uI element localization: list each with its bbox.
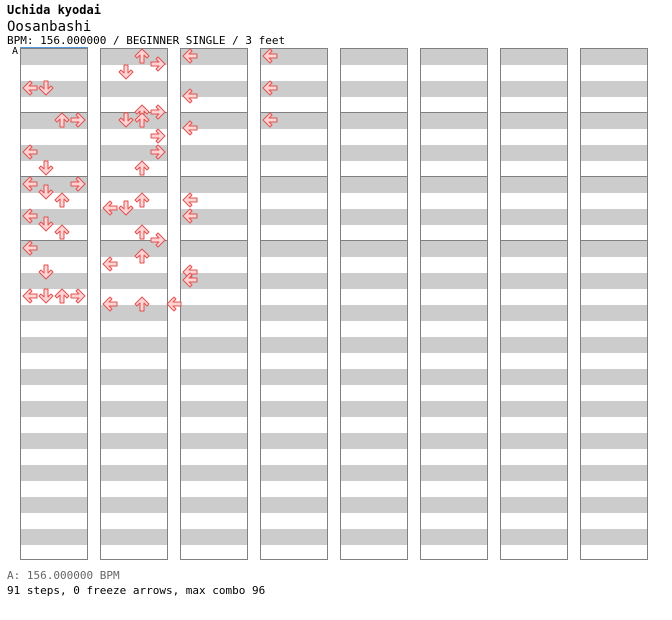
measure-line bbox=[341, 176, 407, 177]
step-arrow-up-icon bbox=[54, 288, 70, 304]
step-arrow-left-icon bbox=[22, 80, 38, 96]
measure-line bbox=[501, 176, 567, 177]
measure-line bbox=[21, 112, 87, 113]
chart-column bbox=[500, 48, 568, 560]
chart-column bbox=[260, 48, 328, 560]
step-arrow-left-icon bbox=[262, 80, 278, 96]
step-arrow-right-icon bbox=[70, 112, 86, 128]
step-arrow-undefined-icon bbox=[166, 296, 182, 312]
step-arrow-down-icon bbox=[118, 200, 134, 216]
bpm-legend: A: 156.000000 BPM bbox=[7, 569, 120, 582]
step-arrow-down-icon bbox=[38, 264, 54, 280]
step-arrow-left-icon bbox=[22, 176, 38, 192]
step-arrow-left-icon bbox=[22, 144, 38, 160]
step-arrow-right-icon bbox=[70, 288, 86, 304]
measure-line bbox=[181, 176, 247, 177]
measure-line bbox=[501, 240, 567, 241]
measure-line bbox=[581, 176, 647, 177]
measure-line bbox=[261, 176, 327, 177]
song-title: Oosanbashi bbox=[7, 19, 92, 35]
step-arrow-left-icon bbox=[182, 192, 198, 208]
measure-line bbox=[21, 176, 87, 177]
step-arrow-right-icon bbox=[150, 128, 166, 144]
measure-line bbox=[341, 112, 407, 113]
step-arrow-up-icon bbox=[134, 192, 150, 208]
step-arrow-left-icon bbox=[182, 208, 198, 224]
step-arrow-right-icon bbox=[150, 144, 166, 160]
step-arrow-up-icon bbox=[134, 296, 150, 312]
measure-line bbox=[181, 112, 247, 113]
step-arrow-right-icon bbox=[150, 104, 166, 120]
step-arrow-down-icon bbox=[38, 160, 54, 176]
step-arrow-up-icon bbox=[134, 112, 150, 128]
step-arrow-left-icon bbox=[22, 240, 38, 256]
chart-column bbox=[340, 48, 408, 560]
measure-line bbox=[101, 112, 167, 113]
step-arrow-left-icon bbox=[182, 272, 198, 288]
step-arrow-up-icon bbox=[54, 224, 70, 240]
chart-info: BPM: 156.000000 / BEGINNER SINGLE / 3 fe… bbox=[7, 34, 286, 47]
step-arrow-up-icon bbox=[134, 224, 150, 240]
measure-line bbox=[581, 240, 647, 241]
step-arrow-up-icon bbox=[134, 160, 150, 176]
step-arrow-down-icon bbox=[38, 184, 54, 200]
step-arrow-left-icon bbox=[22, 288, 38, 304]
chart-column bbox=[420, 48, 488, 560]
step-arrow-left-icon bbox=[102, 296, 118, 312]
measure-line bbox=[421, 240, 487, 241]
step-arrow-up-icon bbox=[134, 248, 150, 264]
step-arrow-left-icon bbox=[102, 200, 118, 216]
step-arrow-down-icon bbox=[38, 216, 54, 232]
measure-line bbox=[261, 112, 327, 113]
bpm-marker-label: A bbox=[12, 46, 19, 57]
step-arrow-right-icon bbox=[150, 56, 166, 72]
step-arrow-left-icon bbox=[182, 88, 198, 104]
step-arrow-down-icon bbox=[38, 80, 54, 96]
step-arrow-left-icon bbox=[182, 48, 198, 64]
bpm-marker-line bbox=[20, 47, 88, 48]
step-arrow-left-icon bbox=[262, 48, 278, 64]
measure-line bbox=[261, 240, 327, 241]
step-arrow-down-icon bbox=[38, 288, 54, 304]
step-arrow-up-icon bbox=[134, 48, 150, 64]
measure-line bbox=[341, 240, 407, 241]
measure-line bbox=[101, 240, 167, 241]
measure-line bbox=[421, 176, 487, 177]
step-arrow-down-icon bbox=[118, 112, 134, 128]
song-artist: Uchida kyodai bbox=[7, 3, 101, 17]
measure-line bbox=[501, 112, 567, 113]
step-arrow-up-icon bbox=[54, 112, 70, 128]
measure-line bbox=[181, 240, 247, 241]
step-stats: 91 steps, 0 freeze arrows, max combo 96 bbox=[7, 584, 266, 597]
step-arrow-right-icon bbox=[150, 232, 166, 248]
step-arrow-left-icon bbox=[22, 208, 38, 224]
step-arrow-left-icon bbox=[262, 112, 278, 128]
step-arrow-down-icon bbox=[118, 64, 134, 80]
measure-line bbox=[101, 176, 167, 177]
measure-line bbox=[581, 112, 647, 113]
step-arrow-left-icon bbox=[182, 120, 198, 136]
measure-line bbox=[421, 112, 487, 113]
step-arrow-up-icon bbox=[54, 192, 70, 208]
step-arrow-right-icon bbox=[70, 176, 86, 192]
chart-column bbox=[20, 48, 88, 560]
step-arrow-left-icon bbox=[102, 256, 118, 272]
measure-line bbox=[21, 240, 87, 241]
chart-column bbox=[580, 48, 648, 560]
